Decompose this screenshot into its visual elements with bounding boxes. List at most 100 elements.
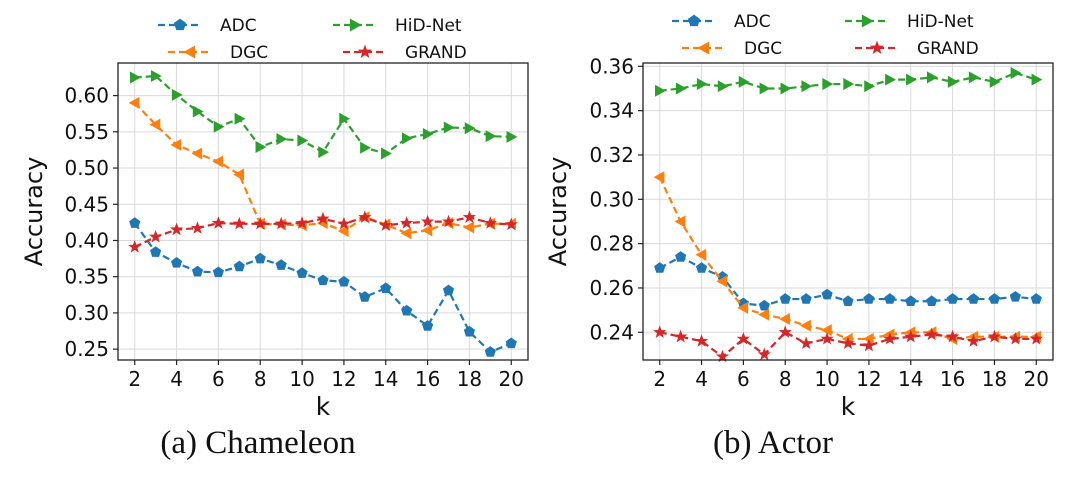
data-point-grand xyxy=(483,216,497,229)
x-tick-label: 10 xyxy=(289,367,314,391)
y-tick-label: 0.28 xyxy=(589,232,634,256)
data-point-adc xyxy=(1009,290,1021,302)
x-axis-label: k xyxy=(316,392,331,421)
data-point-dgc xyxy=(128,96,140,109)
x-axis-label: k xyxy=(841,392,856,421)
data-point-hid-net xyxy=(675,82,687,95)
data-point-dgc xyxy=(653,171,665,184)
data-point-dgc xyxy=(716,275,728,288)
data-point-adc xyxy=(317,274,329,286)
legend-label-dgc: DGC xyxy=(230,43,268,63)
data-point-dgc xyxy=(421,224,433,237)
data-point-hid-net xyxy=(738,75,750,88)
data-point-grand xyxy=(694,334,709,347)
data-point-grand xyxy=(190,221,205,234)
data-point-adc xyxy=(695,262,708,273)
data-point-dgc xyxy=(758,308,770,321)
data-point-adc xyxy=(821,288,833,300)
x-tick-label: 12 xyxy=(856,367,881,391)
data-point-grand xyxy=(232,216,246,230)
x-tick-label: 6 xyxy=(737,367,750,391)
data-point-hid-net xyxy=(130,71,141,84)
legend-marker-hid-net xyxy=(349,18,362,32)
data-point-grand xyxy=(504,217,518,231)
x-tick-label: 8 xyxy=(254,367,267,391)
data-point-adc xyxy=(338,275,350,287)
data-point-dgc xyxy=(695,248,707,261)
data-point-adc xyxy=(254,252,266,264)
data-point-hid-net xyxy=(801,80,813,93)
data-point-grand xyxy=(925,327,939,341)
data-point-adc xyxy=(296,267,308,278)
data-point-grand xyxy=(211,216,226,229)
y-tick-label: 0.35 xyxy=(64,265,109,289)
data-point-hid-net xyxy=(276,133,288,146)
series-line-adc xyxy=(133,222,512,354)
data-point-grand xyxy=(462,210,477,223)
data-point-grand xyxy=(337,216,351,230)
data-point-dgc xyxy=(191,147,203,160)
data-point-grand xyxy=(674,329,688,343)
data-point-grand xyxy=(820,332,834,345)
data-point-hid-net xyxy=(192,105,204,118)
legend-label-adc: ADC xyxy=(734,12,771,32)
data-point-hid-net xyxy=(822,78,834,91)
legend: ADC DGC HiD-Net GRAND xyxy=(158,16,467,63)
data-point-hid-net xyxy=(843,78,855,91)
data-point-hid-net xyxy=(443,121,455,134)
legend-label-grand: GRAND xyxy=(917,39,979,59)
x-tick-label: 20 xyxy=(499,367,524,391)
data-point-dgc xyxy=(212,155,224,168)
series-line-hid-net xyxy=(134,74,512,155)
legend-label-adc: ADC xyxy=(220,16,257,36)
data-point-grand xyxy=(841,336,855,349)
data-point-hid-net xyxy=(381,147,392,160)
legend-marker-dgc xyxy=(183,45,196,59)
data-point-dgc xyxy=(779,312,790,326)
data-point-grand xyxy=(400,216,414,229)
data-point-hid-net xyxy=(150,70,162,83)
legend: ADC DGC HiD-Net GRAND xyxy=(672,12,979,59)
data-point-hid-net xyxy=(906,73,917,86)
data-point-grand xyxy=(757,347,771,361)
x-tick-label: 12 xyxy=(331,367,356,391)
y-tick-label: 0.60 xyxy=(64,84,109,108)
x-tick-label: 4 xyxy=(695,367,708,391)
legend-marker-adc xyxy=(173,18,187,31)
data-point-grand xyxy=(316,211,330,225)
data-point-hid-net xyxy=(339,112,351,125)
data-point-hid-net xyxy=(885,73,896,86)
data-point-hid-net xyxy=(759,82,771,95)
x-tick-label: 10 xyxy=(814,367,839,391)
data-point-grand xyxy=(149,229,163,243)
chart-panel-chameleon: 2 4 6 8 10 12 14 16 18 20 0.25 0.30 0.35 0.40 0.45 0.50… xyxy=(20,16,529,461)
data-point-dgc xyxy=(170,138,182,151)
legend-marker-dgc xyxy=(697,41,710,55)
plot-frame xyxy=(117,62,529,361)
x-tick-label: 18 xyxy=(457,367,482,391)
data-point-dgc xyxy=(463,221,475,234)
data-point-hid-net xyxy=(255,141,267,154)
data-point-dgc xyxy=(800,319,811,332)
data-point-hid-net xyxy=(864,80,876,93)
data-point-grand xyxy=(441,214,456,228)
data-point-grand xyxy=(904,329,918,343)
data-point-grand xyxy=(295,216,309,229)
y-tick-label: 0.34 xyxy=(589,99,634,123)
x-tick-label: 2 xyxy=(128,367,141,391)
data-point-adc xyxy=(947,293,959,304)
y-tick-label: 0.45 xyxy=(64,192,109,216)
x-tick-label: 8 xyxy=(779,367,792,391)
x-tick-label: 14 xyxy=(898,367,923,391)
data-point-hid-net xyxy=(717,80,729,93)
legend-marker-grand xyxy=(357,44,373,59)
data-point-grand xyxy=(253,216,267,230)
figure-caption: (a) Chameleon xyxy=(160,425,355,461)
data-point-grand xyxy=(715,349,730,363)
data-point-grand xyxy=(799,336,813,349)
data-point-hid-net xyxy=(234,112,246,125)
data-point-grand xyxy=(778,325,792,338)
data-point-adc xyxy=(800,293,812,304)
data-point-adc xyxy=(967,293,980,304)
data-point-adc xyxy=(422,320,434,331)
